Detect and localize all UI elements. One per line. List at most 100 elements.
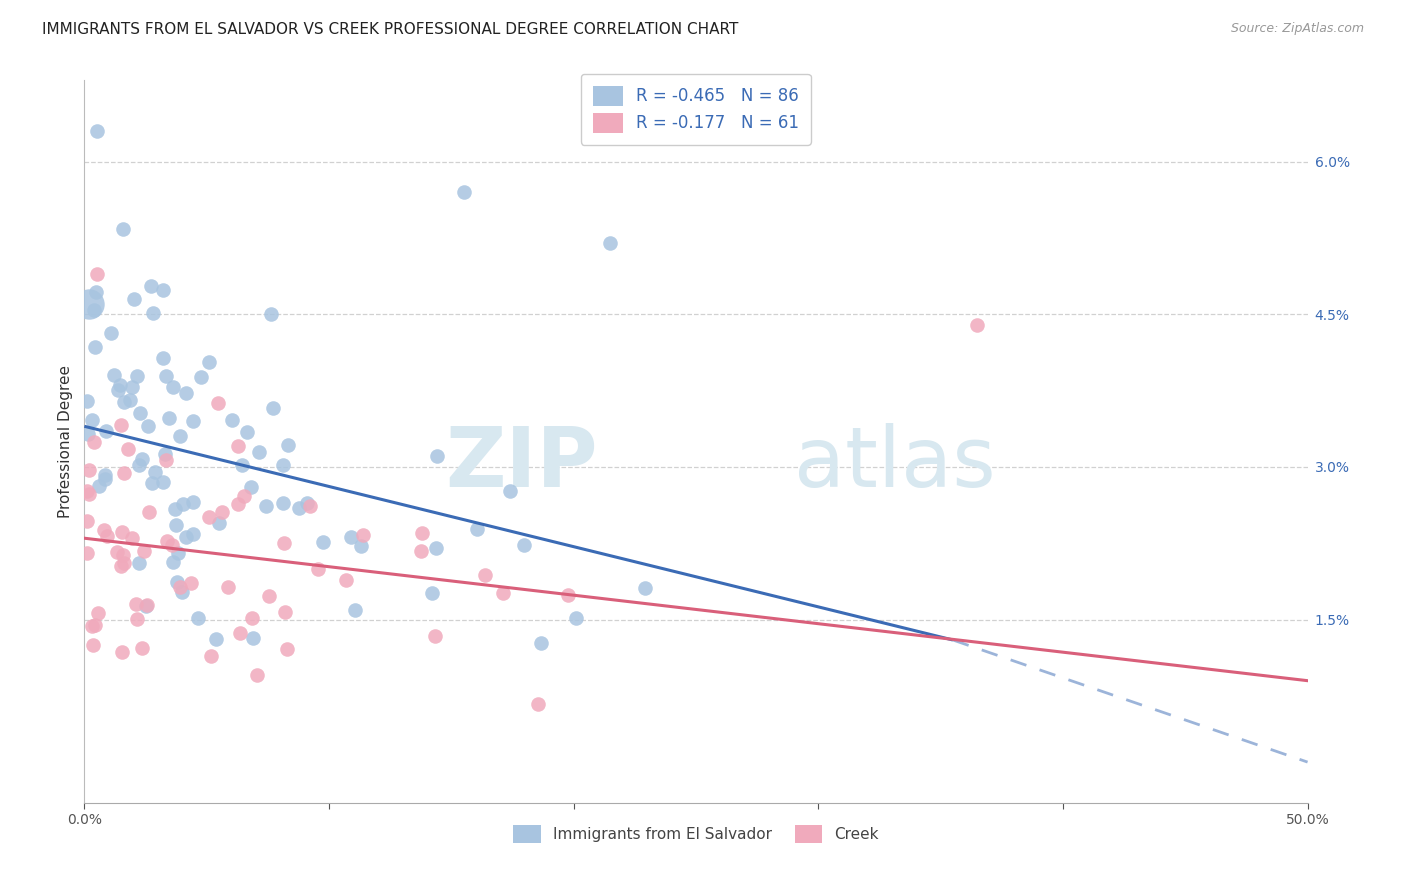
Point bbox=[352, 528, 374, 542]
Point bbox=[183, 495, 205, 509]
Point bbox=[262, 401, 284, 415]
Point bbox=[141, 476, 163, 491]
Point bbox=[423, 629, 446, 643]
Point bbox=[276, 642, 298, 657]
Point bbox=[84, 285, 107, 299]
Point bbox=[83, 303, 105, 318]
Point bbox=[411, 525, 433, 540]
Point bbox=[153, 447, 176, 461]
Point bbox=[221, 412, 243, 426]
Point bbox=[82, 413, 104, 427]
Point bbox=[187, 611, 209, 625]
Point bbox=[162, 380, 184, 394]
Point bbox=[257, 590, 280, 604]
Point bbox=[77, 297, 100, 311]
Y-axis label: Professional Degree: Professional Degree bbox=[58, 365, 73, 518]
Point bbox=[190, 369, 212, 384]
Point bbox=[136, 419, 159, 434]
Point bbox=[107, 545, 129, 559]
Text: atlas: atlas bbox=[794, 423, 995, 504]
Point bbox=[425, 541, 447, 556]
Point bbox=[295, 496, 318, 510]
Point bbox=[226, 438, 249, 452]
Point bbox=[121, 531, 143, 545]
Point bbox=[111, 222, 134, 236]
Point bbox=[453, 185, 475, 199]
Point bbox=[125, 368, 148, 383]
Point bbox=[205, 632, 228, 646]
Point bbox=[335, 573, 357, 587]
Point bbox=[242, 631, 264, 645]
Point bbox=[165, 518, 187, 533]
Point bbox=[77, 427, 100, 442]
Point bbox=[163, 502, 186, 516]
Point bbox=[120, 392, 142, 407]
Point bbox=[271, 458, 294, 473]
Point bbox=[599, 236, 621, 251]
Point bbox=[174, 530, 197, 544]
Point bbox=[141, 279, 163, 293]
Point bbox=[176, 385, 198, 400]
Point bbox=[180, 576, 202, 591]
Point bbox=[530, 636, 553, 650]
Point bbox=[274, 605, 297, 619]
Point bbox=[166, 575, 188, 590]
Point bbox=[246, 667, 269, 681]
Point bbox=[86, 124, 108, 138]
Point bbox=[198, 510, 221, 524]
Point bbox=[77, 487, 100, 501]
Point bbox=[87, 479, 110, 493]
Point bbox=[966, 318, 988, 332]
Point bbox=[499, 483, 522, 498]
Point bbox=[231, 458, 253, 472]
Point bbox=[128, 556, 150, 570]
Point bbox=[142, 306, 165, 320]
Point bbox=[240, 611, 263, 625]
Point bbox=[76, 514, 98, 528]
Point bbox=[181, 414, 204, 428]
Point bbox=[155, 453, 177, 467]
Point bbox=[247, 445, 270, 459]
Point bbox=[77, 463, 100, 477]
Point bbox=[343, 603, 366, 617]
Point bbox=[271, 496, 294, 510]
Point bbox=[110, 417, 132, 432]
Point bbox=[117, 442, 139, 456]
Point bbox=[277, 437, 299, 451]
Point bbox=[112, 556, 135, 570]
Point bbox=[156, 533, 179, 548]
Point bbox=[207, 396, 229, 410]
Point bbox=[111, 524, 134, 539]
Point bbox=[426, 449, 449, 463]
Legend: Immigrants from El Salvador, Creek: Immigrants from El Salvador, Creek bbox=[508, 819, 884, 849]
Point bbox=[513, 538, 536, 552]
Point bbox=[240, 480, 263, 494]
Point bbox=[229, 625, 252, 640]
Point bbox=[235, 425, 257, 440]
Point bbox=[135, 599, 157, 614]
Point bbox=[84, 617, 107, 632]
Point bbox=[169, 429, 191, 443]
Point bbox=[198, 355, 221, 369]
Point bbox=[111, 645, 134, 659]
Point bbox=[82, 619, 104, 633]
Point bbox=[211, 505, 233, 519]
Point bbox=[157, 410, 180, 425]
Point bbox=[76, 483, 98, 498]
Point bbox=[340, 530, 363, 544]
Point bbox=[143, 465, 166, 479]
Point bbox=[103, 368, 125, 383]
Point bbox=[110, 558, 132, 573]
Point bbox=[127, 612, 149, 626]
Point bbox=[217, 580, 239, 594]
Point bbox=[162, 555, 184, 569]
Point bbox=[125, 597, 148, 611]
Point bbox=[94, 472, 117, 486]
Point bbox=[527, 697, 550, 711]
Point bbox=[152, 475, 174, 490]
Point bbox=[181, 526, 204, 541]
Point bbox=[136, 598, 159, 612]
Point bbox=[350, 539, 373, 553]
Point bbox=[172, 497, 194, 511]
Point bbox=[76, 393, 98, 408]
